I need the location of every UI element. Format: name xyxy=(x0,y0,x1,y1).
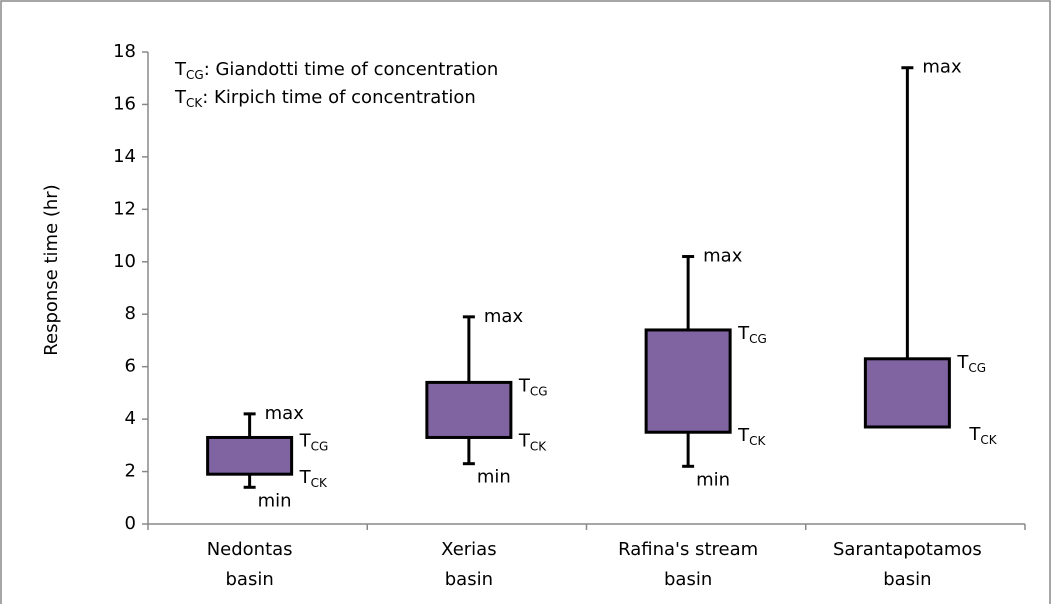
x-tick-label: Rafina's stream xyxy=(618,539,758,560)
max-label: max xyxy=(265,403,305,424)
box xyxy=(425,380,513,439)
subscript: CG xyxy=(530,384,548,398)
legend-text: : Kirpich time of concentration xyxy=(202,87,476,108)
subscript: CK xyxy=(186,96,203,110)
subscript: CG xyxy=(186,68,204,82)
x-tick-label: Nedontas xyxy=(207,539,293,560)
min-label: min xyxy=(258,490,292,511)
tck-label: TCK xyxy=(299,467,328,490)
subscript: CG xyxy=(968,360,986,374)
box xyxy=(863,357,951,429)
y-tick-label: 18 xyxy=(113,41,136,62)
y-tick-label: 10 xyxy=(113,251,136,272)
max-label: max xyxy=(922,57,962,78)
x-tick-label: Xerias xyxy=(441,539,496,560)
x-tick-label: basin xyxy=(445,569,493,590)
subscript: CK xyxy=(530,439,547,453)
symbol: T xyxy=(518,375,531,396)
symbol: T xyxy=(299,467,312,488)
symbol: T xyxy=(299,430,312,451)
y-tick-label: 12 xyxy=(113,198,136,219)
tcg-label: TCG xyxy=(737,323,767,346)
y-tick-label: 8 xyxy=(125,303,136,324)
y-tick-label: 16 xyxy=(113,93,136,114)
subscript: CK xyxy=(980,432,997,446)
legend-text: : Giandotti time of concentration xyxy=(204,59,499,80)
symbol: T xyxy=(518,430,531,451)
tck-label: TCK xyxy=(737,425,766,448)
subscript: CK xyxy=(749,434,766,448)
symbol: T xyxy=(737,425,750,446)
y-tick-label: 2 xyxy=(125,461,136,482)
y-tick-label: 6 xyxy=(125,356,136,377)
x-tick-label: Sarantapotamos xyxy=(833,539,982,560)
subscript: CG xyxy=(749,331,767,345)
tcg-label: TCG xyxy=(518,375,548,398)
legend-entry: TCG: Giandotti time of concentration xyxy=(174,59,498,82)
symbol: T xyxy=(968,424,981,445)
symbol: T xyxy=(737,323,750,344)
min-label: min xyxy=(477,467,511,488)
tcg-label: TCG xyxy=(956,352,986,375)
tck-label: TCK xyxy=(518,430,547,453)
y-tick-label: 4 xyxy=(125,408,136,429)
x-tick-label: basin xyxy=(664,569,712,590)
y-tick-label: 14 xyxy=(113,146,136,167)
tck-label: TCK xyxy=(968,424,997,447)
subscript: CK xyxy=(311,476,328,490)
y-tick-label: 0 xyxy=(125,513,136,534)
subscript: CG xyxy=(311,439,329,453)
max-label: max xyxy=(703,246,743,267)
x-tick-label: basin xyxy=(226,569,274,590)
legend-entry: TCK: Kirpich time of concentration xyxy=(174,87,476,110)
symbol: T xyxy=(174,59,187,80)
y-axis-label: Response time (hr) xyxy=(41,184,62,355)
symbol: T xyxy=(956,352,969,373)
symbol: T xyxy=(174,87,187,108)
box xyxy=(644,328,732,434)
x-tick-label: basin xyxy=(883,569,931,590)
tcg-label: TCG xyxy=(299,430,329,453)
box xyxy=(206,435,294,476)
max-label: max xyxy=(484,306,524,327)
min-label: min xyxy=(696,469,730,490)
